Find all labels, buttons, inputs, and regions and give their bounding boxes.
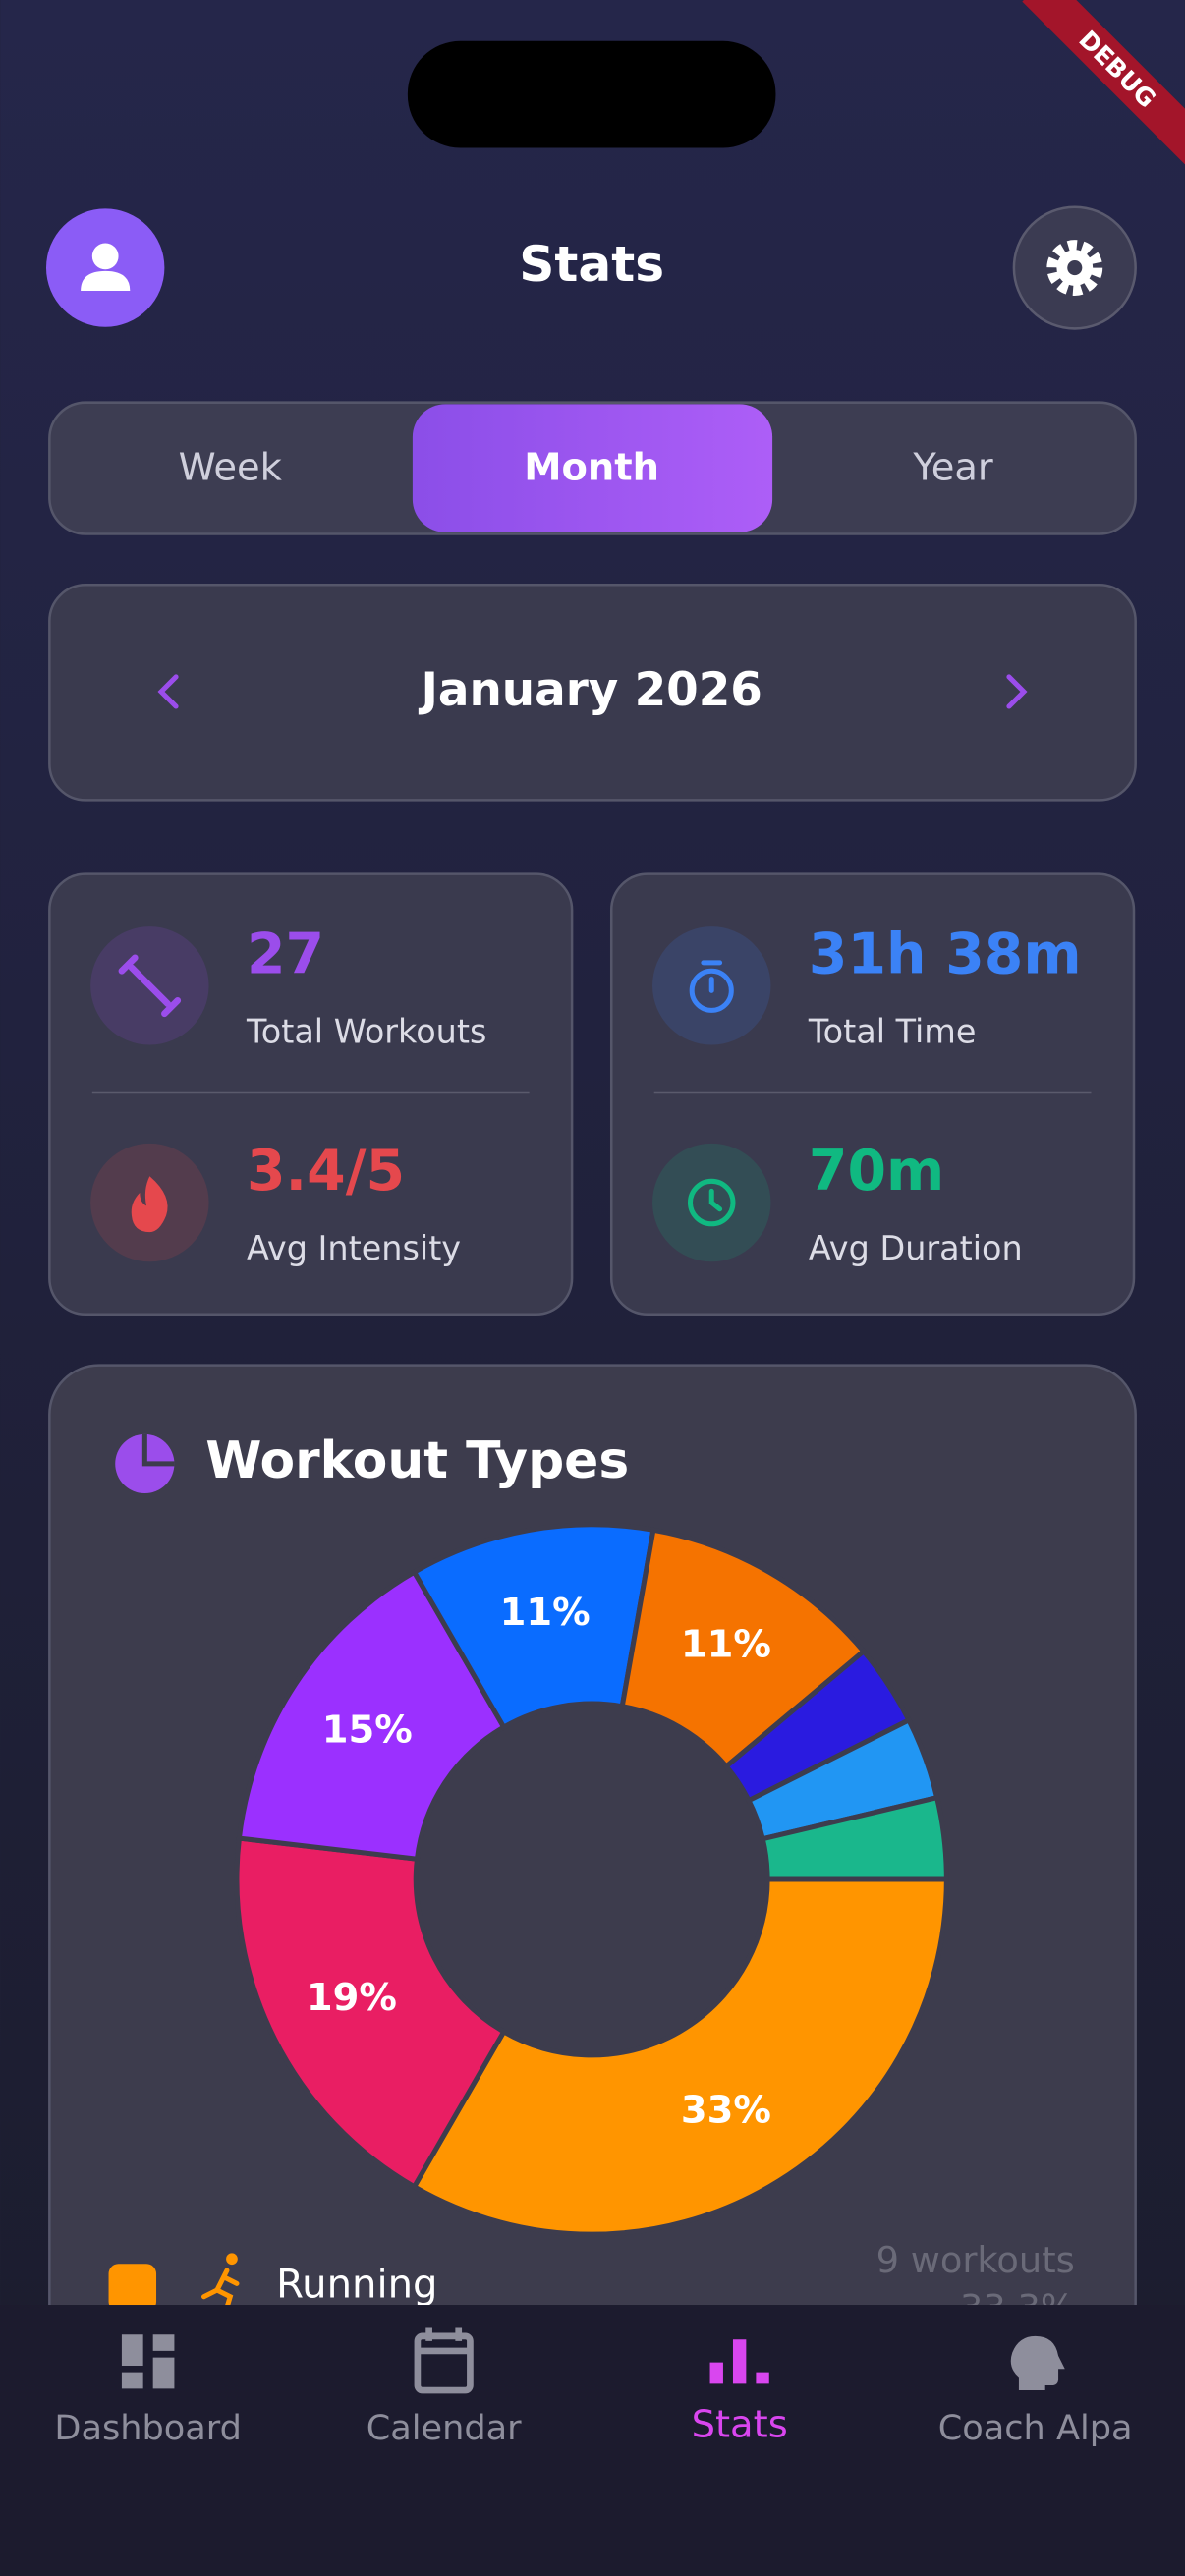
tab-selected[interactable]: [412, 404, 773, 532]
tab-label[interactable]: Year: [912, 446, 993, 490]
prev-button[interactable]: [157, 674, 179, 709]
nav-label[interactable]: Coach Alpa: [938, 2408, 1133, 2448]
nav-label[interactable]: Calendar: [367, 2408, 522, 2448]
calendar-icon[interactable]: [414, 2332, 474, 2394]
camera-notch: [407, 40, 776, 148]
gear-teeth: [1046, 240, 1103, 296]
period-card: [48, 584, 1137, 802]
pie-slice: [760, 1794, 949, 1882]
nav-label[interactable]: Dashboard: [54, 2408, 241, 2448]
legend-percent: 33.3%: [960, 2287, 1075, 2329]
settings-button[interactable]: [1012, 205, 1137, 330]
chart-icon-cut: [141, 1433, 175, 1467]
stat-value: 70m: [809, 1139, 944, 1204]
stat-value: 27: [247, 923, 324, 987]
pie-slice: [411, 1876, 949, 2237]
clock-icon: [687, 1178, 736, 1227]
slice-label: 15%: [322, 1708, 413, 1752]
tab-label[interactable]: Month: [524, 446, 659, 490]
person-icon-head: [91, 243, 119, 270]
stat-value: 31h 38m: [809, 923, 1082, 987]
stat-card: [48, 872, 574, 1316]
stat-label: Total Time: [808, 1012, 977, 1050]
page-title: Stats: [519, 235, 664, 293]
person-icon-body: [81, 270, 131, 291]
stats-icon[interactable]: [709, 2339, 769, 2384]
dumbbell-icon: [118, 954, 182, 1018]
pie-slice: [236, 1568, 508, 1863]
slice-label: 11%: [500, 1591, 591, 1635]
slice-label: 11%: [681, 1623, 771, 1667]
next-button[interactable]: [1006, 674, 1028, 709]
bottom-nav: [0, 2305, 1185, 2576]
running-icon-head: [226, 2253, 238, 2266]
period-label: January 2026: [418, 664, 762, 717]
flame-icon: [131, 1176, 168, 1233]
chart-title: Workout Types: [205, 1431, 629, 1490]
debug-ribbon: [1022, 0, 1185, 165]
pie-slice: [234, 1835, 508, 2191]
gear-hole: [1067, 260, 1083, 276]
slice-label: 19%: [307, 1976, 397, 2020]
stat-label: Avg Intensity: [247, 1229, 461, 1267]
stat-label: Avg Duration: [809, 1229, 1023, 1267]
legend-swatch: [108, 2264, 157, 2306]
dashboard-icon[interactable]: [121, 2334, 175, 2389]
timer-hand: [701, 960, 723, 993]
slice-label: 33%: [681, 2088, 771, 2132]
stat-card: [609, 872, 1136, 1316]
nav-label[interactable]: Stats: [692, 2402, 788, 2446]
stat-value: 3.4/5: [247, 1139, 405, 1204]
profile-button[interactable]: [45, 208, 165, 327]
legend-count: 9 workouts: [876, 2239, 1075, 2281]
timer-icon: [689, 968, 734, 1013]
coach-icon[interactable]: [1010, 2335, 1065, 2391]
tab-label[interactable]: Week: [179, 446, 283, 490]
calendar-rings[interactable]: [417, 2327, 471, 2355]
chart-card-group: Workout Types 33% 19% 15% 11% 11% Running 9 w…: [48, 1364, 1137, 2329]
running-icon: [201, 2268, 240, 2306]
legend-name: Running: [276, 2263, 437, 2308]
clock-hand: [708, 1188, 723, 1212]
stat-label: Total Workouts: [246, 1012, 486, 1050]
